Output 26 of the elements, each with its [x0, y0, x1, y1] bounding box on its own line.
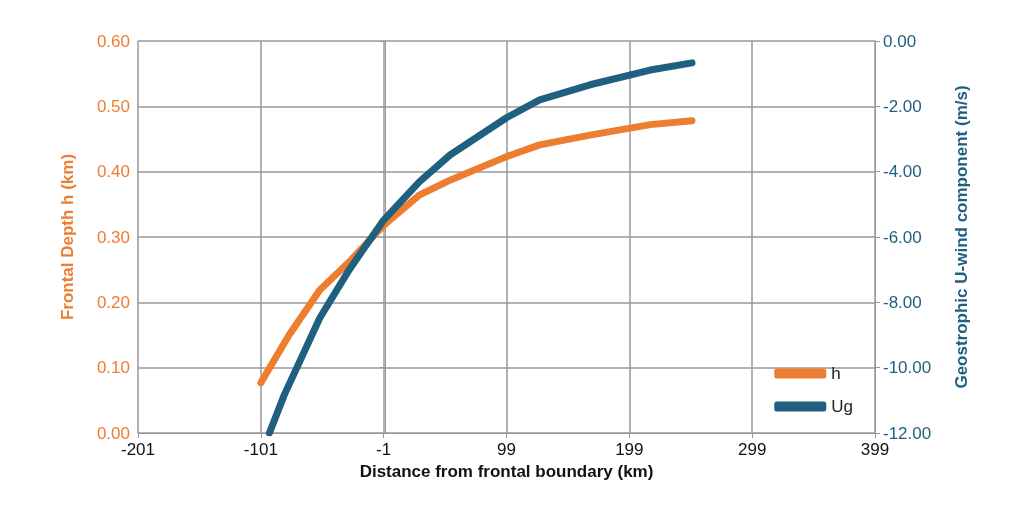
x-tick-label: 399 [860, 440, 890, 459]
y-tick-label: 0.30 [96, 227, 130, 247]
y2-tick-label: -2.00 [883, 96, 922, 116]
x-tick-label: 199 [615, 440, 644, 459]
y-tick-label: 0.50 [96, 96, 130, 116]
y2-tick-label: -4.00 [883, 162, 922, 182]
y2-tick-label: -12.00 [883, 423, 932, 443]
y-tick-label: 0.40 [96, 162, 130, 182]
x-tick-label: -201 [120, 440, 156, 459]
y2-tick-label: -6.00 [883, 227, 922, 247]
y-tick-label: 0.10 [96, 358, 130, 378]
y2-tick-label: -10.00 [883, 358, 932, 378]
x-tick-label: -101 [243, 440, 278, 459]
y-tick-label: 0.60 [96, 31, 130, 51]
y-tick-label: 0.00 [96, 423, 130, 443]
x-tick-label: -1 [376, 440, 392, 459]
x-tick-label: 99 [497, 440, 516, 459]
x-tick-label: 299 [737, 440, 767, 459]
y2-axis-title: Geostrophic U-wind component (m/s) [952, 85, 971, 389]
x-axis-title: Distance from frontal boundary (km) [359, 461, 654, 481]
y2-tick-label: -8.00 [883, 292, 922, 312]
y-axis-title: Frontal Depth h (km) [58, 153, 77, 321]
legend-label: Ug [831, 397, 853, 416]
y-tick-label: 0.20 [96, 292, 130, 312]
y2-tick-label: 0.00 [883, 31, 917, 51]
legend-label: h [831, 364, 841, 383]
